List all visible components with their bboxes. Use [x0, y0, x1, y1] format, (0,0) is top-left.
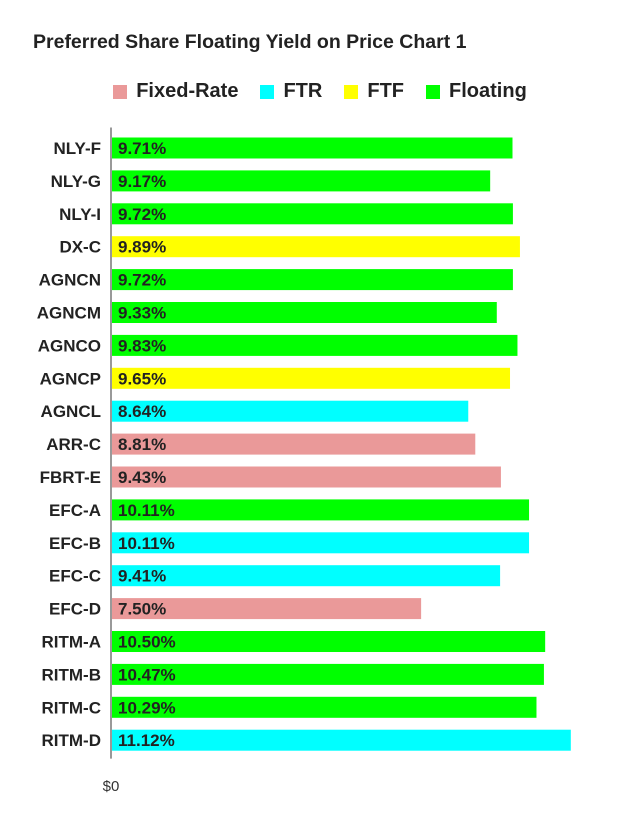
value-label-agncl: 8.64% — [118, 402, 166, 421]
legend-label: Floating — [449, 80, 527, 102]
category-label-ritm-b: RITM-B — [42, 665, 101, 684]
legend-label: FTF — [367, 80, 405, 102]
value-label-nly-g: 9.17% — [118, 172, 166, 191]
value-label-dx-c: 9.89% — [118, 238, 166, 257]
value-label-ritm-b: 10.47% — [118, 665, 176, 684]
value-label-efc-b: 10.11% — [118, 534, 175, 553]
bar-dx-c — [112, 236, 520, 258]
bar-agncp — [112, 367, 511, 389]
value-label-nly-f: 9.71% — [118, 139, 166, 158]
value-label-agncm: 9.33% — [118, 304, 166, 323]
legend-label: FTR — [283, 80, 323, 102]
legend-item-fixed-rate: Fixed-Rate — [113, 80, 238, 103]
legend-swatch-fixed-rate — [113, 84, 128, 99]
bar-ritm-b — [112, 663, 544, 685]
value-label-efc-a: 10.11% — [118, 501, 175, 520]
category-label-ritm-a: RITM-A — [42, 633, 101, 652]
category-label-efc-c: EFC-C — [49, 567, 101, 586]
category-label-nly-g: NLY-G — [51, 172, 101, 191]
value-label-agncn: 9.72% — [118, 271, 166, 290]
bar-efc-d — [112, 598, 422, 620]
category-label-ritm-d: RITM-D — [42, 731, 101, 750]
legend-swatch-ftr — [260, 84, 275, 99]
value-label-efc-d: 7.50% — [118, 600, 166, 619]
legend-label: Fixed-Rate — [136, 80, 239, 102]
legend-swatch-floating — [426, 84, 441, 99]
category-label-arr-c: ARR-C — [46, 435, 101, 454]
category-label-nly-i: NLY-I — [59, 205, 101, 224]
x-tick-label: $0 — [103, 778, 120, 795]
legend-item-ftf: FTF — [344, 80, 404, 103]
category-label-agncn: AGNCN — [39, 271, 101, 290]
value-label-efc-c: 9.41% — [118, 567, 166, 586]
bar-agnco — [112, 334, 518, 356]
chart-legend: Fixed-Rate FTR FTF Floating — [0, 80, 640, 103]
category-label-agnco: AGNCO — [38, 336, 101, 355]
category-label-efc-a: EFC-A — [49, 501, 101, 520]
bar-fbrt-e — [112, 466, 501, 488]
chart-title: Preferred Share Floating Yield on Price … — [33, 31, 467, 53]
legend-swatch-ftf — [344, 84, 359, 99]
value-label-arr-c: 8.81% — [118, 435, 166, 454]
value-label-nly-i: 9.72% — [118, 205, 166, 224]
category-label-dx-c: DX-C — [59, 238, 101, 257]
value-label-agncp: 9.65% — [118, 369, 166, 388]
value-label-agnco: 9.83% — [118, 336, 166, 355]
category-label-ritm-c: RITM-C — [42, 698, 101, 717]
category-label-nly-f: NLY-F — [53, 139, 101, 158]
bar-ritm-d — [112, 729, 571, 751]
bar-agncn — [112, 269, 513, 291]
value-label-fbrt-e: 9.43% — [118, 468, 166, 487]
legend-item-ftr: FTR — [260, 80, 322, 103]
category-label-efc-b: EFC-B — [49, 534, 101, 553]
legend-item-floating: Floating — [426, 80, 527, 103]
value-label-ritm-a: 10.50% — [118, 633, 176, 652]
bar-arr-c — [112, 433, 476, 455]
bar-efc-a — [112, 499, 530, 521]
category-label-agncm: AGNCM — [37, 304, 101, 323]
category-label-agncl: AGNCL — [41, 402, 101, 421]
category-label-fbrt-e: FBRT-E — [40, 468, 101, 487]
bar-nly-f — [112, 137, 513, 159]
bar-nly-i — [112, 203, 513, 225]
bar-nly-g — [112, 170, 491, 192]
category-label-agncp: AGNCP — [40, 369, 101, 388]
bar-ritm-c — [112, 696, 537, 718]
value-label-ritm-d: 11.12% — [118, 731, 175, 750]
bar-efc-b — [112, 532, 530, 554]
bar-ritm-a — [112, 631, 546, 652]
bar-efc-c — [112, 565, 501, 587]
bar-agncm — [112, 302, 497, 323]
category-label-efc-d: EFC-D — [49, 600, 101, 619]
value-label-ritm-c: 10.29% — [118, 698, 176, 717]
bar-agncl — [112, 400, 469, 422]
